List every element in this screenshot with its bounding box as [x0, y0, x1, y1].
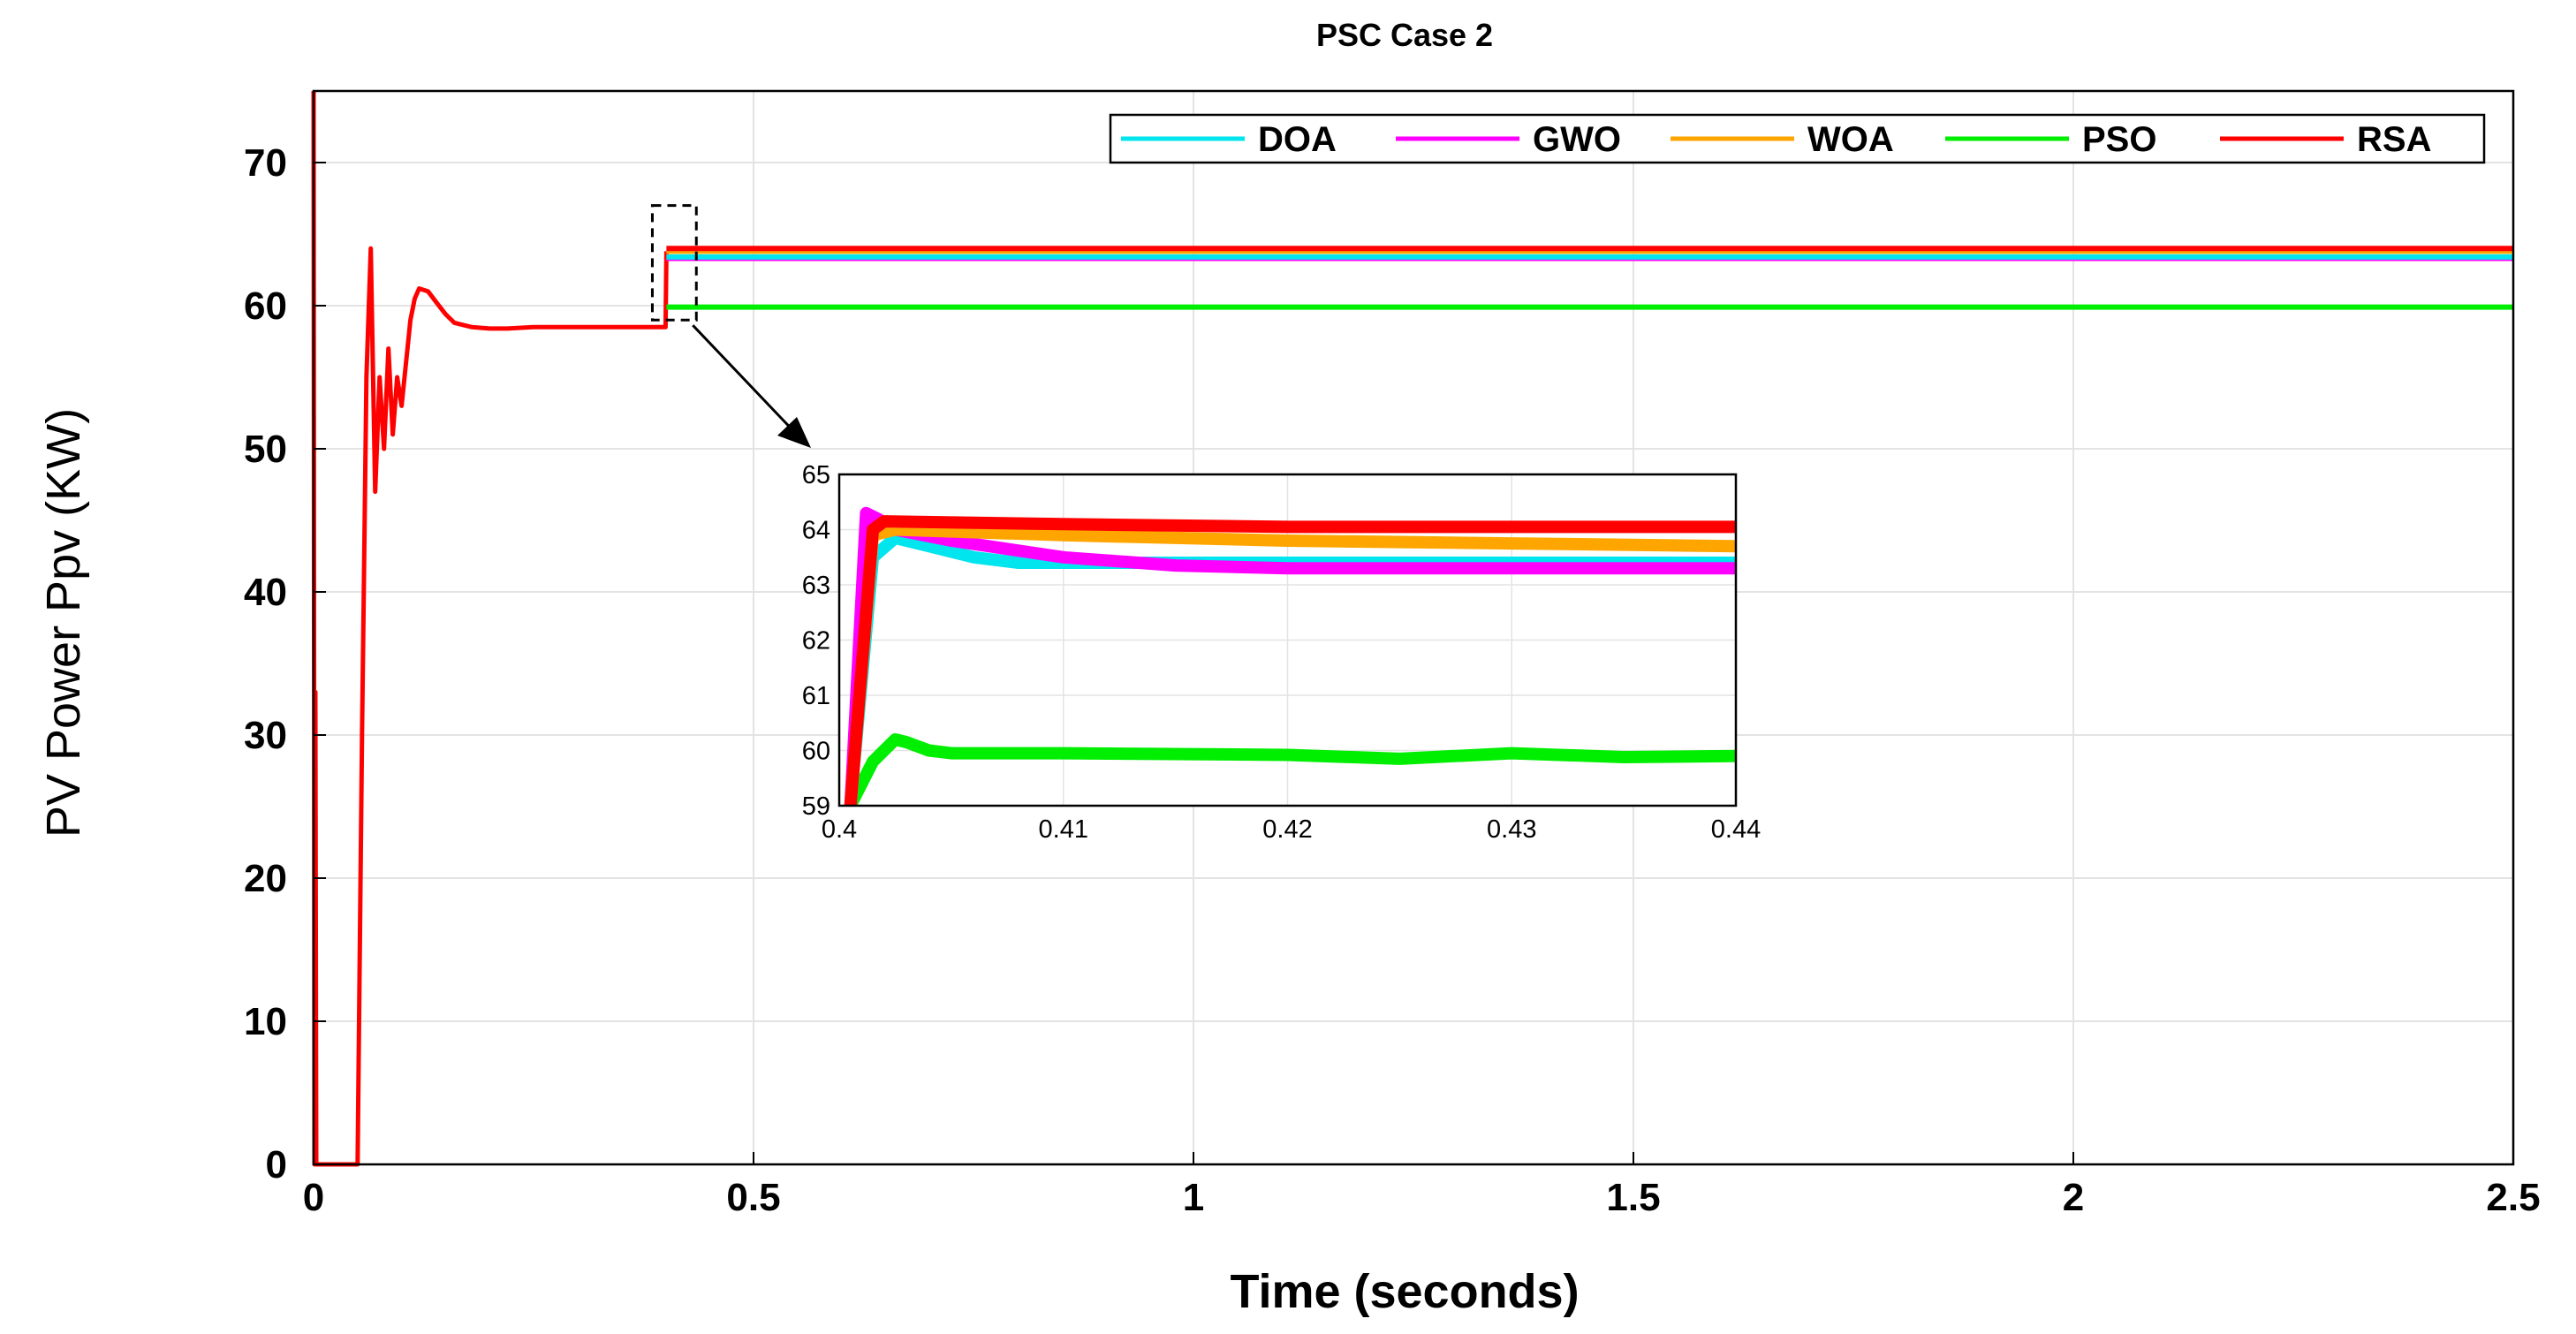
legend: DOA GWO WOA PSO RSA [1109, 113, 2486, 164]
inset-x-tick-label: 0.44 [1711, 815, 1761, 844]
x-tick-label: 2.5 [2486, 1176, 2540, 1219]
x-tick-label: 1.5 [1606, 1176, 1660, 1219]
inset-series-line-pso [844, 733, 1736, 806]
plot-frame [312, 89, 2515, 1166]
legend-label-doa: DOA [1258, 120, 1337, 159]
inset-y-tick-label: 59 [802, 792, 830, 821]
inset-y-tick-label: 64 [802, 517, 830, 545]
inset-series-line-gwo [844, 506, 1736, 806]
inset-x-tick-label: 0.42 [1262, 815, 1312, 844]
inset-y-tick-label: 62 [802, 627, 830, 656]
y-tick-label: 60 [244, 284, 287, 328]
y-tick-label: 70 [244, 141, 287, 185]
legend-label-gwo: GWO [1533, 120, 1621, 159]
inset-chart: 0.4 0.41 0.42 0.43 0.44 59 60 61 62 63 64 65 [802, 461, 1761, 844]
series-line-transient [311, 90, 669, 1167]
y-tick-label: 30 [244, 714, 287, 757]
x-tick-label: 0.5 [726, 1176, 780, 1219]
x-tick-label: 1 [1183, 1176, 1204, 1219]
x-axis-label: Time (seconds) [1230, 1265, 1579, 1318]
inset-y-tick-label: 65 [802, 461, 830, 489]
main-ticks: 0 0.5 1 1.5 2 2.5 0 10 20 30 40 50 60 70 [244, 141, 2541, 1219]
zoom-arrow [692, 324, 801, 439]
y-axis-label: PV Power Ppv (KW) [37, 408, 90, 838]
legend-label-rsa: RSA [2357, 120, 2431, 159]
y-tick-label: 10 [244, 1000, 287, 1043]
inset-y-tick-label: 60 [802, 738, 830, 766]
inset-y-tick-label: 61 [802, 682, 830, 710]
inset-y-tick-label: 63 [802, 572, 830, 600]
zoom-box [650, 204, 698, 322]
y-tick-label: 50 [244, 428, 287, 471]
inset-frame [837, 473, 1738, 807]
legend-label-woa: WOA [1807, 120, 1894, 159]
x-tick-label: 0 [303, 1176, 324, 1219]
main-lines [311, 90, 2513, 1167]
y-tick-label: 40 [244, 571, 287, 614]
x-tick-label: 2 [2063, 1176, 2084, 1219]
inset-series-line-rsa [844, 515, 1736, 806]
legend-label-pso: PSO [2082, 120, 2156, 159]
y-tick-label: 0 [266, 1143, 287, 1186]
zoom-arrowhead [777, 417, 811, 448]
inset-x-tick-label: 0.43 [1487, 815, 1536, 844]
inset-x-tick-label: 0.41 [1039, 815, 1088, 844]
chart-title: PSC Case 2 [1316, 17, 1493, 53]
y-tick-label: 20 [244, 857, 287, 900]
inset-x-tick-label: 0.4 [822, 815, 857, 844]
zoom-indicator [650, 204, 811, 448]
inset-lines [844, 506, 1736, 806]
